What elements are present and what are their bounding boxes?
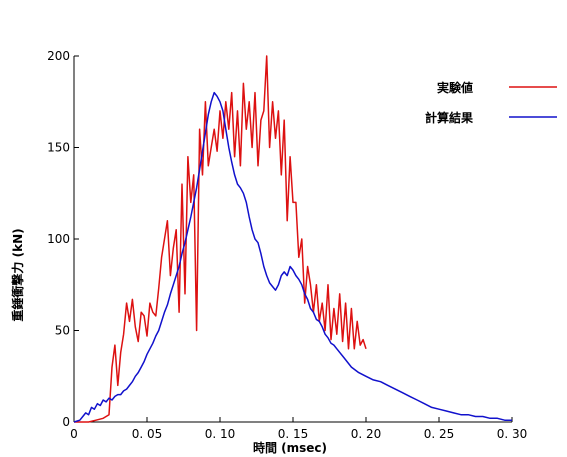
series-line-calculation bbox=[73, 91, 512, 423]
x-tick-label: 0. 20 bbox=[351, 427, 382, 441]
y-ticks: 0 50 100 150 200 bbox=[47, 49, 79, 429]
x-tick-label: 0. 10 bbox=[205, 427, 236, 441]
legend: 実験値 計算結果 bbox=[425, 80, 557, 125]
x-tick-label: 0. 30 bbox=[497, 427, 528, 441]
y-tick-label: 200 bbox=[47, 49, 70, 63]
x-tick-label: 0. 25 bbox=[424, 427, 455, 441]
legend-label-experiment: 実験値 bbox=[437, 80, 473, 95]
series-line-experiment bbox=[74, 55, 367, 423]
y-tick-label: 50 bbox=[55, 324, 70, 338]
y-tick-label: 150 bbox=[47, 141, 70, 155]
x-tick-label: 0. 15 bbox=[278, 427, 309, 441]
x-tick-label: 0. 05 bbox=[132, 427, 163, 441]
x-axis-title: 時間 (msec) bbox=[253, 440, 327, 455]
y-tick-label: 0 bbox=[62, 415, 70, 429]
legend-label-calculation: 計算結果 bbox=[425, 110, 473, 125]
x-ticks: 0 0. 05 0. 10 0. 15 0. 20 0. 25 0. 30 bbox=[70, 417, 527, 441]
x-tick-label: 0 bbox=[70, 427, 78, 441]
y-axis-title: 重錘衝撃力 (kN) bbox=[10, 228, 25, 321]
y-tick-label: 100 bbox=[47, 232, 70, 246]
series-layer bbox=[73, 55, 512, 423]
